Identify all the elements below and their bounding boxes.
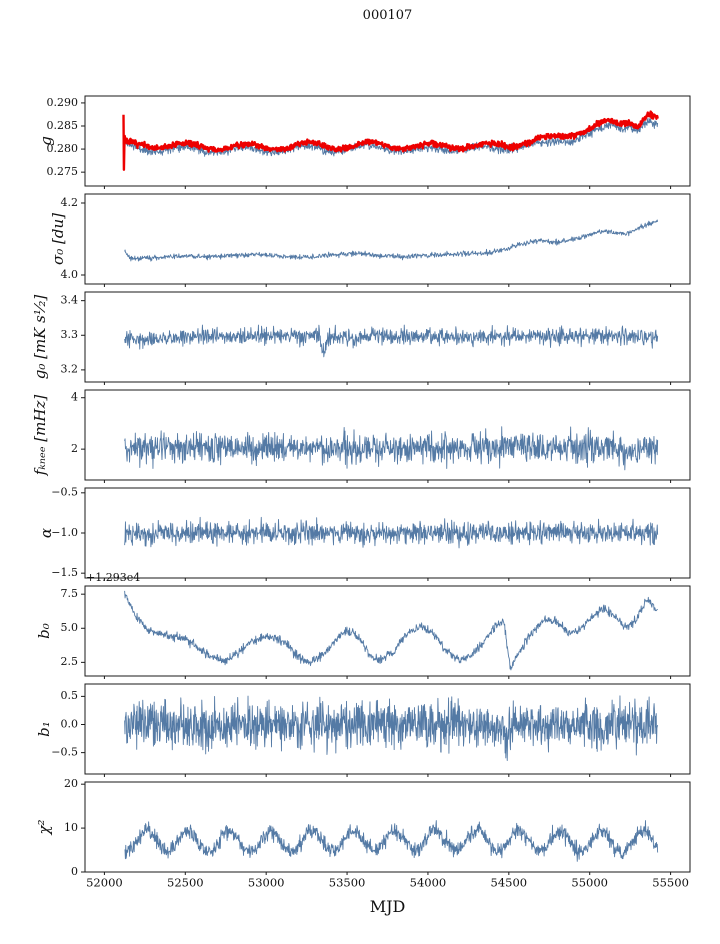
ylabel-sigma0: σ₀ [du] xyxy=(49,213,67,265)
figure-title: 000107 xyxy=(362,8,413,23)
ylabel-alpha: α xyxy=(37,527,55,539)
ylabel-b1: b₁ xyxy=(35,721,53,737)
offset-text-b0: +1.293e4 xyxy=(86,571,141,584)
ylabel-b0: b₀ xyxy=(35,623,53,639)
ylabel-g: g xyxy=(37,136,55,146)
ylabel-fknee: fₖₙₑₑ [mHz] xyxy=(31,394,49,476)
x-axis-label: MJD xyxy=(369,897,406,916)
ylabel-g0: g₀ [mK s¹⁄₂] xyxy=(31,294,49,380)
ylabel-chi2: χ² xyxy=(35,819,53,835)
